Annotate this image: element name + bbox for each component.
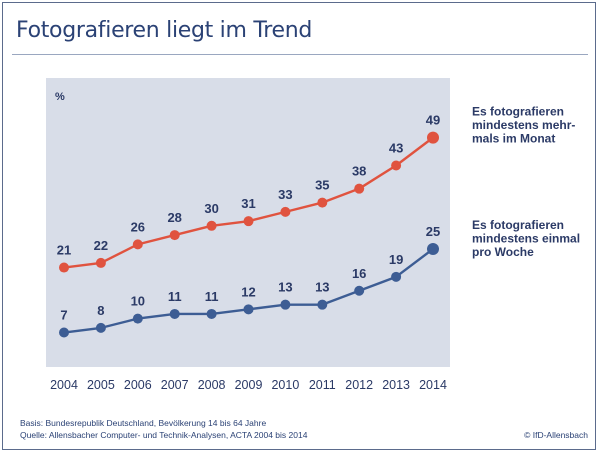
- data-point-s2-2004: [59, 327, 69, 338]
- data-point-s1-2009: [243, 216, 254, 227]
- data-label-s1-2005: 22: [94, 238, 108, 253]
- data-point-s1-2013: [391, 160, 402, 171]
- data-label-s2-2008: 11: [205, 289, 219, 304]
- data-label-s1-2014: 49: [426, 113, 440, 128]
- data-point-s1-2004: [59, 262, 69, 273]
- x-tick-2012: 2012: [345, 378, 373, 392]
- data-point-s1-2011: [317, 197, 328, 208]
- chart-title: Fotografieren liegt im Trend: [16, 18, 313, 43]
- data-point-s2-2012: [354, 285, 365, 296]
- x-tick-2004: 2004: [50, 378, 78, 392]
- data-point-s2-2008: [206, 308, 217, 319]
- x-tick-2014: 2014: [419, 378, 447, 392]
- data-label-s1-2006: 26: [131, 219, 145, 234]
- y-unit-label: %: [55, 91, 65, 103]
- data-point-s1-2005: [95, 257, 106, 268]
- data-label-s1-2010: 33: [278, 187, 292, 202]
- data-label-s1-2011: 35: [315, 178, 329, 193]
- data-point-s1-2007: [169, 230, 180, 241]
- legend-s2-line-1: Es fotografieren: [472, 218, 564, 232]
- data-label-s2-2005: 8: [97, 303, 104, 318]
- data-label-s2-2014: 25: [426, 224, 440, 239]
- data-point-s2-2014: [427, 243, 439, 255]
- x-tick-2009: 2009: [235, 378, 263, 392]
- data-point-s1-2014: [427, 131, 439, 144]
- data-label-s2-2007: 11: [168, 289, 182, 304]
- data-point-s2-2007: [169, 308, 180, 319]
- data-point-s2-2013: [391, 271, 402, 282]
- data-point-s2-2010: [280, 299, 291, 310]
- data-point-s2-2006: [132, 313, 143, 324]
- data-point-s2-2011: [317, 299, 328, 310]
- data-point-s2-2009: [243, 304, 254, 315]
- data-label-s1-2008: 30: [204, 201, 218, 216]
- footnote-basis: Basis: Bundesrepublik Deutschland, Bevöl…: [20, 418, 267, 428]
- legend-s2-line-3: pro Woche: [472, 245, 534, 259]
- data-label-s2-2009: 12: [241, 284, 255, 299]
- data-label-s1-2012: 38: [352, 164, 366, 179]
- data-label-s2-2013: 19: [389, 252, 403, 267]
- legend-s1-line-1: Es fotografieren: [472, 105, 564, 119]
- legend-s2-line-2: mindestens einmal: [472, 232, 580, 246]
- data-label-s1-2013: 43: [389, 140, 403, 155]
- data-label-s1-2007: 28: [167, 210, 181, 225]
- data-point-s1-2006: [132, 239, 143, 250]
- data-label-s2-2012: 16: [352, 266, 366, 281]
- copyright-credit: © IfD-Allensbach: [524, 430, 588, 440]
- x-tick-2008: 2008: [198, 378, 226, 392]
- title-divider: [12, 54, 588, 55]
- x-tick-2007: 2007: [161, 378, 189, 392]
- legend-s1-line-2: mindestens mehr-: [472, 118, 575, 132]
- x-tick-2013: 2013: [382, 378, 410, 392]
- data-label-s2-2010: 13: [278, 280, 292, 295]
- data-label-s1-2004: 21: [57, 243, 71, 258]
- x-tick-2011: 2011: [309, 378, 336, 392]
- x-tick-2006: 2006: [124, 378, 152, 392]
- data-label-s2-2006: 10: [131, 294, 145, 309]
- data-point-s1-2008: [206, 220, 217, 231]
- data-point-s1-2012: [354, 183, 365, 194]
- x-tick-2010: 2010: [271, 378, 299, 392]
- data-label-s2-2011: 13: [315, 280, 329, 295]
- data-point-s1-2010: [280, 206, 291, 217]
- x-tick-2005: 2005: [87, 378, 115, 392]
- data-label-s1-2009: 31: [241, 196, 255, 211]
- legend-s1-line-3: mals im Monat: [472, 132, 555, 146]
- data-label-s2-2004: 7: [60, 308, 67, 323]
- footnote-source: Quelle: Allensbacher Computer- und Techn…: [20, 430, 308, 440]
- data-point-s2-2005: [95, 322, 106, 333]
